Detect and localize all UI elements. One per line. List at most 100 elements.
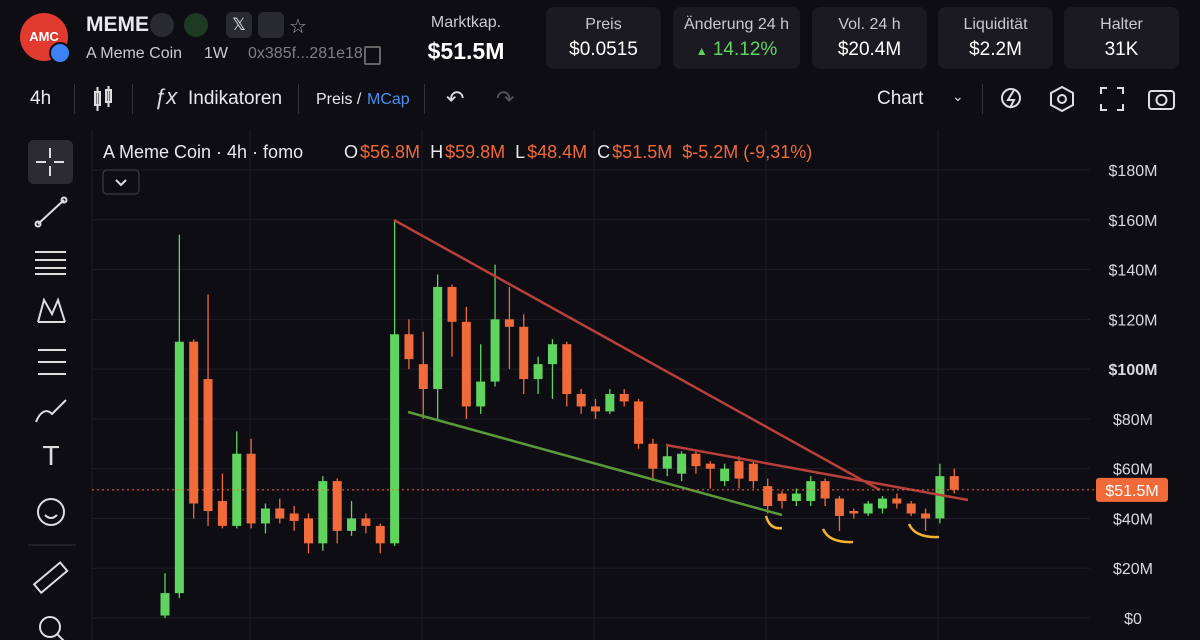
settings-icon[interactable] <box>1050 85 1074 113</box>
stat-change: ▲ 14.12% <box>673 39 800 61</box>
candle-body <box>634 401 644 444</box>
candle-body <box>433 286 443 390</box>
candle-body <box>720 468 730 482</box>
x-link[interactable]: 𝕏 <box>226 12 252 38</box>
ruler-tool[interactable] <box>32 561 69 595</box>
fib-tool[interactable] <box>38 349 66 375</box>
candle-type-icon[interactable] <box>90 85 116 113</box>
copy-icon[interactable] <box>364 46 381 65</box>
fullscreen-icon[interactable] <box>1100 87 1124 111</box>
stat-card: Preis $0.0515 <box>546 7 661 69</box>
stat-label: Marktkap. <box>430 14 502 31</box>
candle-body <box>189 341 199 504</box>
candle-body <box>748 463 758 482</box>
candle-body <box>562 344 572 394</box>
price-toggle[interactable]: Preis / <box>316 91 362 108</box>
crosshair-tool[interactable] <box>28 140 73 184</box>
stat-label: Halter <box>1100 16 1143 33</box>
mcap-toggle[interactable]: MCap <box>367 91 410 108</box>
screenshot-icon[interactable] <box>1148 90 1175 110</box>
star-icon[interactable]: ☆ <box>289 16 307 38</box>
stat-value: $51.5M <box>427 38 505 64</box>
divider <box>298 84 299 114</box>
candle-body <box>519 326 529 380</box>
address[interactable]: 0x385f...281e18 <box>248 45 363 62</box>
last-price-label: $51.5M <box>1105 483 1158 500</box>
legend-key: L <box>515 142 525 162</box>
candle-body <box>949 476 959 490</box>
line-tool[interactable] <box>34 196 68 228</box>
coin-name: A Meme Coin <box>86 45 183 62</box>
candle-body <box>547 344 557 365</box>
candle-body <box>174 341 184 594</box>
candle-body <box>361 518 371 526</box>
candle-body <box>763 486 773 506</box>
pattern-tool[interactable] <box>37 297 66 323</box>
candle-body <box>289 513 299 521</box>
interval[interactable]: 4h <box>30 88 52 109</box>
candle-body <box>892 498 902 504</box>
symbol: MEME <box>86 13 149 36</box>
stat-label: Änderung 24 h <box>684 16 789 33</box>
chart-title: A Meme Coin · 4h · fomo <box>103 142 303 162</box>
divider <box>424 84 425 114</box>
grid-vertical <box>91 130 939 640</box>
candle-body <box>160 593 170 616</box>
candle-body <box>304 518 313 544</box>
candle-body <box>318 481 328 544</box>
collapse-button[interactable] <box>102 169 140 195</box>
candle-body <box>935 476 945 519</box>
candle-body <box>375 525 385 544</box>
stat-card: Änderung 24 h ▲ 14.12% <box>673 7 800 69</box>
channel-tool[interactable] <box>35 251 66 275</box>
live-icon[interactable] <box>184 13 208 37</box>
search-icon[interactable] <box>258 12 284 38</box>
candle-body <box>591 406 600 412</box>
edit-icon[interactable] <box>150 13 174 37</box>
stat-value: $2.2M <box>969 39 1022 60</box>
redo[interactable]: ↷ <box>496 86 515 111</box>
candle-body <box>820 481 830 499</box>
stat-value: 31K <box>1104 39 1139 60</box>
legend-value: $51.5M <box>612 142 672 162</box>
candle-body <box>260 508 270 524</box>
alert-icon[interactable] <box>1001 88 1021 109</box>
candle-body <box>677 453 687 474</box>
candle-body <box>332 481 342 531</box>
candle-body <box>404 334 414 360</box>
candle-body <box>791 493 801 502</box>
logo-text: AMC <box>29 29 59 44</box>
candle-body <box>605 394 615 412</box>
y-tick-label: $120M <box>1109 312 1158 329</box>
candle-body <box>878 498 887 509</box>
indicators[interactable]: Indikatoren <box>188 88 283 109</box>
candle-body <box>418 364 428 390</box>
legend-value: $48.4M <box>527 142 587 162</box>
candle-body <box>648 443 658 469</box>
stat-card: Liquidität $2.2M <box>938 7 1053 69</box>
stat-label: Vol. 24 h <box>838 16 901 33</box>
y-tick-label: $160M <box>1109 213 1158 230</box>
stat-card: Halter 31K <box>1064 7 1179 69</box>
candle-body <box>734 461 744 479</box>
y-tick-label: $20M <box>1113 561 1153 578</box>
candle-body <box>806 481 816 502</box>
chart-menu[interactable]: Chart <box>877 88 924 109</box>
emoji-tool[interactable] <box>37 498 65 526</box>
brush-tool[interactable] <box>35 399 67 423</box>
text-tool[interactable]: T <box>42 440 59 471</box>
candle-body <box>232 453 242 526</box>
verified-badge <box>49 42 71 64</box>
candle-body <box>906 503 916 514</box>
logo[interactable]: AMC <box>20 13 71 64</box>
undo[interactable]: ↶ <box>446 86 465 111</box>
market-cap: Marktkap. $51.5M <box>396 14 536 65</box>
y-tick-label: $180M <box>1109 163 1158 180</box>
candle-body <box>461 321 471 407</box>
candle-body <box>390 334 400 544</box>
y-tick-label: $0 <box>1124 611 1142 628</box>
candle-body <box>490 319 500 382</box>
candle-body <box>347 518 357 531</box>
